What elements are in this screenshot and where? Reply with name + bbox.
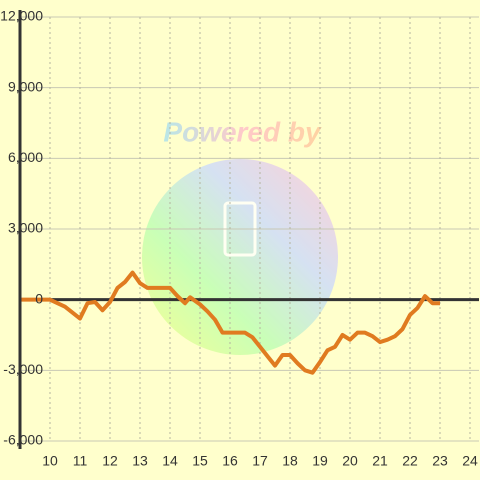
- y-tick-label: 12,000: [0, 8, 43, 24]
- data-line: [20, 270, 440, 375]
- x-tick-label: 16: [222, 453, 238, 469]
- x-tick-label: 19: [312, 453, 328, 469]
- x-tick-label: 17: [252, 453, 268, 469]
- x-tick-label: 24: [462, 453, 478, 469]
- watermark-text: Powered by: [163, 116, 322, 147]
- x-tick-label: 12: [102, 453, 118, 469]
- x-tick-label: 21: [372, 453, 388, 469]
- y-tick-label: 6,000: [8, 149, 43, 165]
- y-tick-label: 9,000: [8, 78, 43, 94]
- x-tick-label: 23: [432, 453, 448, 469]
- x-tick-label: 11: [73, 453, 88, 469]
- y-tick-label: -3,000: [3, 361, 43, 377]
- y-tick-label: 0: [35, 290, 43, 306]
- y-tick-label: 3,000: [8, 220, 43, 236]
- x-tick-label: 22: [402, 453, 418, 469]
- x-tick-label: 14: [162, 453, 178, 469]
- x-tick-label: 18: [282, 453, 298, 469]
- x-tick-label: 10: [42, 453, 58, 469]
- x-tick-label: 13: [132, 453, 148, 469]
- x-tick-label: 20: [342, 453, 358, 469]
- y-tick-label: -6,000: [3, 432, 43, 448]
- x-tick-label: 15: [192, 453, 208, 469]
- watermark-logo: [142, 159, 338, 355]
